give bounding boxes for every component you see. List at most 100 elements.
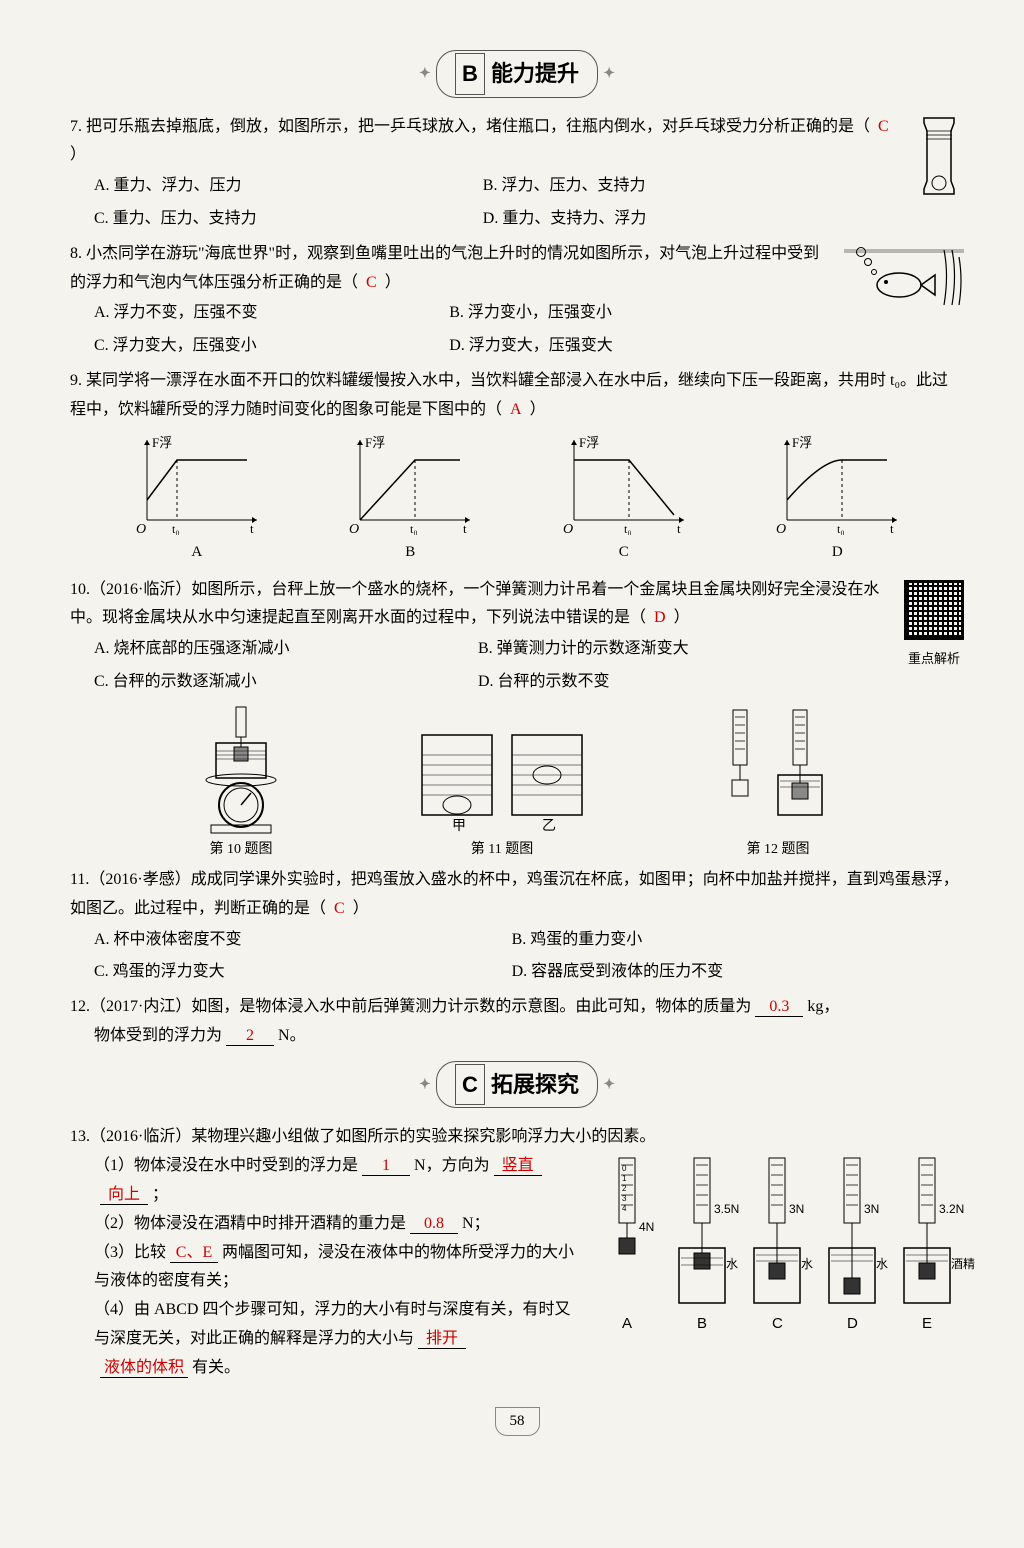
q10-prefix: （2016·临沂） (90, 581, 191, 598)
svg-text:水: 水 (726, 1257, 738, 1271)
svg-text:O: O (563, 522, 573, 535)
q13-part2: （2）物体浸没在酒精中时排开酒精的重力是 0.8 N； (94, 1210, 580, 1239)
q13-p1c: ； (152, 1186, 168, 1203)
q9-label-c: C (619, 544, 629, 560)
q10-opt-d: D. 台秤的示数不变 (478, 668, 862, 697)
q11-prefix: （2016·孝感） (89, 871, 190, 888)
q13-p1-blank2b: 向上 (100, 1185, 148, 1205)
q11-options: A. 杯中液体密度不变 B. 鸡蛋的重力变小 C. 鸡蛋的浮力变大 D. 容器底… (94, 924, 964, 990)
q8-figure (844, 240, 964, 321)
q13-p3-blank: C、E (170, 1243, 218, 1263)
q13-p4a: （4）由 ABCD 四个步骤可知，浮力的大小有时与深度有关，有时又与深度无关，对… (94, 1301, 570, 1347)
q13-subparts: （1）物体浸没在水中时受到的浮力是 1 N，方向为 竖直 向上 ； （2）物体浸… (70, 1152, 580, 1382)
q7-figure (914, 113, 964, 214)
svg-text:O: O (349, 522, 359, 535)
svg-text:0: 0 (622, 1164, 627, 1173)
svg-text:t₀: t₀ (410, 522, 418, 535)
q7-number: 7. (70, 118, 82, 135)
q7-options: A. 重力、浮力、压力 B. 浮力、压力、支持力 C. 重力、压力、支持力 D.… (94, 170, 904, 236)
q8-opt-b: B. 浮力变小，压强变小 (449, 299, 804, 328)
svg-text:t₀: t₀ (624, 522, 632, 535)
q11-opt-c: C. 鸡蛋的浮力变大 (94, 958, 512, 987)
q13-p3a: （3）比较 (94, 1244, 166, 1261)
q10-options: A. 烧杯底部的压强逐渐减小 B. 弹簧测力计的示数逐渐变大 C. 台秤的示数逐… (94, 633, 894, 699)
q9-graph-a: F浮 t t₀ O A (132, 435, 262, 566)
scale-beaker-icon (186, 705, 296, 835)
q9-graphs: F浮 t t₀ O A F浮 t t₀ O (90, 435, 944, 566)
q12-unit2: N。 (278, 1027, 306, 1044)
q11-opt-d: D. 容器底受到液体的压力不变 (512, 958, 930, 987)
q12-figure: 第 12 题图 (708, 705, 848, 862)
q13-prefix: （2016·临沂） (90, 1128, 191, 1145)
q7-close: ） (70, 146, 86, 163)
svg-text:F浮: F浮 (579, 435, 599, 450)
q12-fig-caption: 第 12 题图 (747, 842, 810, 857)
svg-text:A: A (622, 1315, 632, 1332)
q13-p2b: N； (462, 1215, 490, 1232)
svg-text:E: E (922, 1315, 932, 1332)
q9-number: 9. (70, 372, 82, 389)
q13-p1b: N，方向为 (414, 1157, 490, 1174)
q10-stem: 如图所示，台秤上放一个盛水的烧杯，一个弹簧测力计吊着一个金属块且金属块刚好完全浸… (70, 581, 879, 627)
section-b-badge: B能力提升 (436, 50, 598, 98)
section-c-title: 拓展探究 (491, 1072, 579, 1097)
q8-opt-a: A. 浮力不变，压强不变 (94, 299, 449, 328)
q12-text1: 如图，是物体浸入水中前后弹簧测力计示数的示意图。由此可知，物体的质量为 (191, 998, 751, 1015)
fish-icon (844, 240, 964, 310)
q9-answer: A (506, 401, 526, 418)
q13-part4: （4）由 ABCD 四个步骤可知，浮力的大小有时与深度有关，有时又与深度无关，对… (94, 1296, 580, 1382)
q7-opt-a: A. 重力、浮力、压力 (94, 172, 483, 201)
q13-part1: （1）物体浸没在水中时受到的浮力是 1 N，方向为 竖直 向上 ； (94, 1152, 580, 1210)
svg-text:水: 水 (801, 1257, 813, 1271)
svg-text:O: O (136, 522, 146, 535)
q7-opt-c: C. 重力、压力、支持力 (94, 205, 483, 234)
q10-figure: 第 10 题图 (186, 705, 296, 862)
q12-prefix: （2017·内江） (90, 998, 191, 1015)
q12-number: 12. (70, 998, 90, 1015)
q13-p1a: （1）物体浸没在水中时受到的浮力是 (94, 1157, 358, 1174)
svg-text:2: 2 (622, 1184, 627, 1193)
page-number: 58 (495, 1407, 540, 1436)
q13-p4b: 有关。 (192, 1359, 240, 1376)
q8-stem: 小杰同学在游玩"海底世界"时，观察到鱼嘴里吐出的气泡上升时的情况如图所示，对气泡… (70, 245, 819, 291)
svg-text:3N: 3N (789, 1202, 804, 1216)
svg-text:甲: 甲 (452, 819, 466, 834)
svg-text:F浮: F浮 (152, 435, 172, 450)
section-c-letter: C (455, 1064, 485, 1106)
section-c-header: C拓展探究 (70, 1061, 964, 1109)
question-11: 11.（2016·孝感）成成同学课外实验时，把鸡蛋放入盛水的杯中，鸡蛋沉在杯底，… (70, 866, 964, 989)
q13-p1-blank1: 1 (362, 1156, 410, 1176)
q8-options: A. 浮力不变，压强不变 B. 浮力变小，压强变小 C. 浮力变大，压强变小 D… (94, 297, 834, 363)
q9-label-a: A (191, 544, 202, 560)
q9-graph-b: F浮 t t₀ O B (345, 435, 475, 566)
section-b-letter: B (455, 53, 485, 95)
q13-p3b: 两幅图可知，浸没在液体中的物体所受浮力的大小与液体的密度有关； (94, 1244, 574, 1290)
svg-text:3.5N: 3.5N (714, 1202, 739, 1216)
spring-scales-icon (708, 705, 848, 835)
q13-p2a: （2）物体浸没在酒精中时排开酒精的重力是 (94, 1215, 406, 1232)
q11-answer: C (330, 900, 349, 917)
q11-opt-b: B. 鸡蛋的重力变小 (512, 926, 930, 955)
q10-close: ） (674, 609, 690, 626)
svg-text:酒精: 酒精 (951, 1257, 975, 1271)
q10-opt-a: A. 烧杯底部的压强逐渐减小 (94, 635, 478, 664)
svg-text:1: 1 (622, 1174, 627, 1183)
q12-text2: 物体受到的浮力为 (94, 1027, 222, 1044)
q11-figure: 甲 乙 第 11 题图 (412, 725, 592, 862)
q13-stem: 某物理兴趣小组做了如图所示的实验来探究影响浮力大小的因素。 (191, 1128, 655, 1145)
q13-number: 13. (70, 1128, 90, 1145)
svg-text:t: t (890, 521, 894, 535)
q10-opt-c: C. 台秤的示数逐渐减小 (94, 668, 478, 697)
q13-p4-blank1b: 液体的体积 (100, 1358, 188, 1378)
q9-close: ） (530, 401, 546, 418)
q12-blank1: 0.3 (755, 997, 803, 1017)
svg-text:t: t (250, 521, 254, 535)
svg-text:3.2N: 3.2N (939, 1202, 964, 1216)
question-10: 重点解析 10.（2016·临沂）如图所示，台秤上放一个盛水的烧杯，一个弹簧测力… (70, 576, 964, 699)
question-8: 8. 小杰同学在游玩"海底世界"时，观察到鱼嘴里吐出的气泡上升时的情况如图所示，… (70, 240, 964, 363)
bottle-icon (914, 113, 964, 203)
q7-opt-b: B. 浮力、压力、支持力 (483, 172, 872, 201)
q7-opt-d: D. 重力、支持力、浮力 (483, 205, 872, 234)
q13-figure: 01234 4N A 3.5N 水 B (604, 1153, 984, 1344)
svg-text:4N: 4N (639, 1220, 654, 1234)
